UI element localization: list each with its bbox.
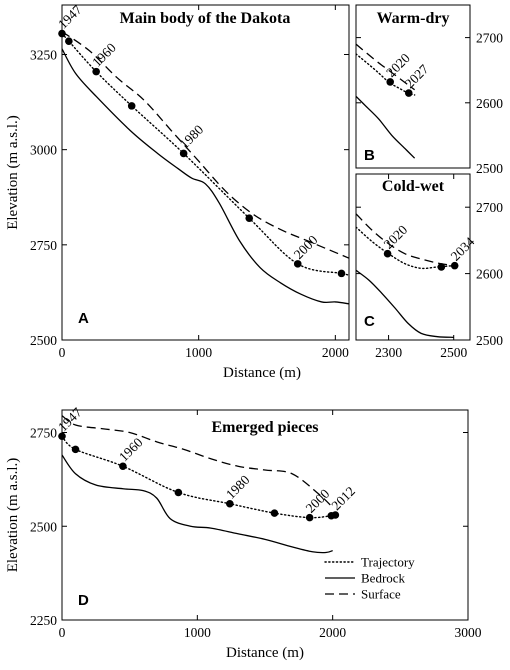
series-line-trajectory <box>356 226 455 270</box>
trajectory-point <box>245 214 254 222</box>
year-label: 2000 <box>303 486 333 516</box>
year-label: 1960 <box>89 40 119 70</box>
y-tick-label: 2250 <box>30 613 57 628</box>
y-tick-label: 2500 <box>30 333 57 348</box>
trajectory-point <box>226 499 234 508</box>
year-label: 1980 <box>223 472 253 502</box>
trajectory-point <box>58 432 66 441</box>
y-tick-label: 2700 <box>476 200 503 215</box>
y-axis-label: Elevation (m a.s.l.) <box>5 115 21 230</box>
series-group <box>62 31 349 305</box>
series-group <box>356 213 455 338</box>
panel-title: Emerged pieces <box>211 419 318 436</box>
trajectory-point <box>179 149 188 158</box>
trajectory-point <box>71 445 80 454</box>
y-tick-label: 3000 <box>30 143 57 158</box>
year-label: 1960 <box>116 434 146 464</box>
series-line-bedrock <box>356 269 454 338</box>
series-line-surface <box>62 31 349 259</box>
series-line-surface <box>356 213 454 267</box>
x-axis-label: Distance (m) <box>226 645 304 661</box>
year-label: 2034 <box>448 234 478 264</box>
series-line-bedrock <box>62 454 333 554</box>
x-tick-label: 2300 <box>375 345 402 360</box>
trajectory-point <box>65 37 73 45</box>
trajectory-point <box>450 261 459 270</box>
y-tick-label: 2500 <box>30 519 57 534</box>
trajectory-point <box>331 511 340 519</box>
panel-letter: C <box>364 313 375 330</box>
series-line-trajectory <box>62 435 337 519</box>
series-group <box>62 415 337 554</box>
y-tick-label: 2750 <box>30 238 57 253</box>
panel-a: 0 1000 2000 2500 2750 3000 3250 Distance (m) Ele… <box>5 2 350 381</box>
plot-frame <box>61 4 350 341</box>
trajectory-point <box>386 78 395 86</box>
panel-letter: D <box>78 592 89 609</box>
x-tick-label: 1000 <box>185 345 212 360</box>
plot-frame <box>355 4 471 169</box>
year-label: 1947 <box>55 2 85 32</box>
series-line-surface <box>356 43 416 91</box>
panel-title: Warm-dry <box>377 10 450 27</box>
trajectory-point <box>337 269 346 278</box>
y-tick-label: 2750 <box>30 426 57 441</box>
y-tick-label: 2500 <box>476 333 503 348</box>
x-tick-label: 3000 <box>455 625 482 640</box>
panel-c: 2300 2500 2500 2600 2700 Cold-wet C 2020 2034 <box>355 173 503 360</box>
legend-label-surface: Surface <box>361 587 401 602</box>
trajectory-point <box>437 263 446 271</box>
trajectory-point <box>119 462 127 471</box>
y-tick-label: 2500 <box>476 161 503 176</box>
trajectory-point <box>305 513 314 522</box>
year-label: 2020 <box>381 222 411 252</box>
plot-frame <box>61 409 469 621</box>
plot-frame <box>355 173 471 341</box>
year-label: 2012 <box>328 483 358 513</box>
x-axis-label: Distance (m) <box>223 365 301 381</box>
year-label: 1947 <box>55 404 85 434</box>
trajectory-point <box>270 509 279 517</box>
y-tick-label: 2600 <box>476 96 503 111</box>
panel-title: Cold-wet <box>382 178 445 195</box>
trajectory-point <box>174 488 183 497</box>
x-tick-label: 1000 <box>184 625 211 640</box>
panel-letter: A <box>78 310 89 327</box>
x-tick-label: 2500 <box>440 345 467 360</box>
x-tick-label: 0 <box>59 625 66 640</box>
panel-d: 0 1000 2000 3000 2250 2500 2750 Distance (m) Ele… <box>5 404 482 661</box>
x-tick-label: 0 <box>59 345 66 360</box>
series-line-surface <box>62 415 334 508</box>
legend-label-trajectory: Trajectory <box>361 555 415 570</box>
trajectory-point <box>58 29 66 38</box>
trajectory-point <box>293 260 302 268</box>
trajectory-point <box>127 102 136 110</box>
trajectory-point <box>404 89 413 97</box>
panel-letter: B <box>364 147 375 164</box>
series-line-bedrock <box>62 48 349 305</box>
y-tick-label: 2700 <box>476 31 503 46</box>
series-line-bedrock <box>356 95 416 159</box>
y-axis-label: Elevation (m a.s.l.) <box>5 458 21 573</box>
panel-title: Main body of the Dakota <box>120 10 291 27</box>
y-tick-label: 3250 <box>30 47 57 62</box>
x-tick-label: 2000 <box>322 345 349 360</box>
year-label: 1980 <box>177 122 207 152</box>
trajectory-point <box>92 67 100 76</box>
y-tick-label: 2600 <box>476 267 503 282</box>
legend-label-bedrock: Bedrock <box>361 571 406 586</box>
x-tick-label: 2000 <box>319 625 346 640</box>
trajectory-point <box>383 249 392 258</box>
